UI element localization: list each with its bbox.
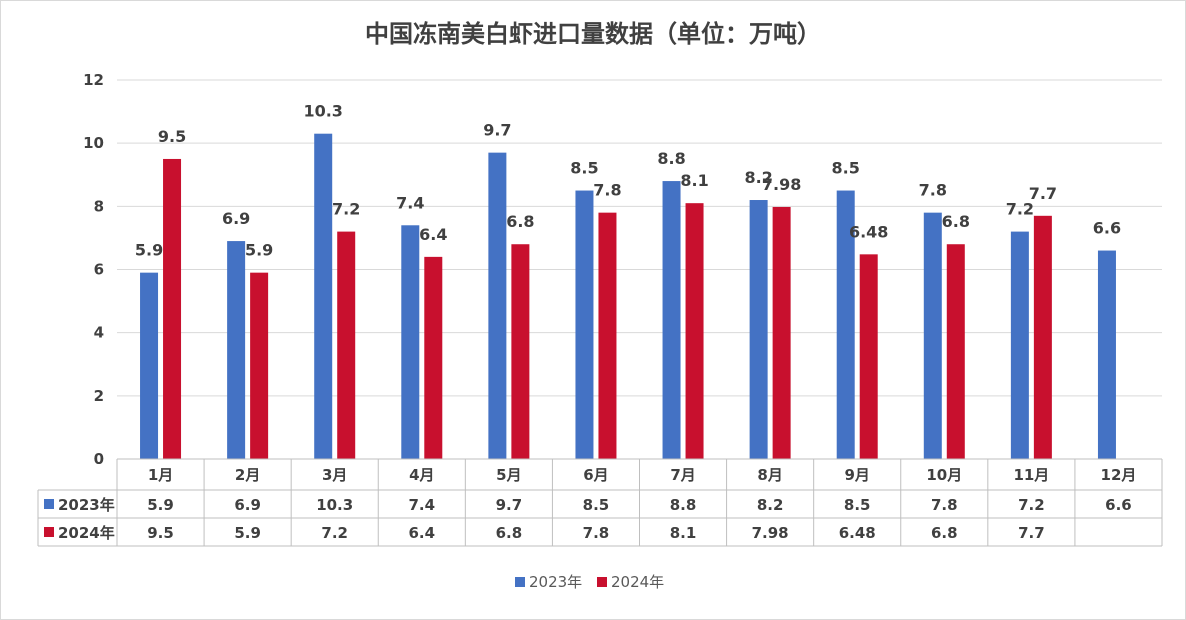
chart-title: 中国冻南美白虾进口量数据（单位：万吨） <box>365 20 821 48</box>
table-cell: 7.2 <box>1018 496 1045 514</box>
bar-2024-3 <box>337 231 356 459</box>
y-tick-label: 10 <box>83 134 104 152</box>
category-label: 6月 <box>583 466 608 484</box>
category-label: 1月 <box>148 466 173 484</box>
bar-2024-4 <box>424 256 443 459</box>
bar-2023-7 <box>662 181 681 460</box>
bar-2023-3 <box>314 133 333 460</box>
bar-2024-11 <box>1033 215 1052 459</box>
bar-2023-4 <box>401 225 420 459</box>
legend-label: 2023年 <box>529 573 582 591</box>
data-label: 7.2 <box>1006 200 1034 219</box>
table-cell: 7.7 <box>1018 524 1045 542</box>
table-cell: 7.8 <box>583 524 610 542</box>
bar-2023-9 <box>836 190 855 459</box>
data-label: 6.6 <box>1093 219 1121 238</box>
data-label: 6.4 <box>419 225 447 244</box>
bar-2024-8 <box>772 206 791 459</box>
data-label: 8.5 <box>570 159 598 178</box>
table-cell: 6.8 <box>496 524 523 542</box>
data-label: 5.9 <box>135 241 163 260</box>
data-label: 9.5 <box>158 127 186 146</box>
table-cell: 5.9 <box>147 496 174 514</box>
data-label: 8.2 <box>744 168 772 187</box>
table-cell: 6.8 <box>931 524 958 542</box>
bar-2023-8 <box>749 200 768 459</box>
data-label: 6.9 <box>222 209 250 228</box>
bar-2023-5 <box>488 152 507 459</box>
table-cell: 8.1 <box>670 524 697 542</box>
bar-2024-9 <box>859 254 878 459</box>
category-label: 4月 <box>409 466 434 484</box>
data-label: 7.4 <box>396 193 424 212</box>
legend-label: 2024年 <box>611 573 664 591</box>
category-label: 11月 <box>1013 466 1049 484</box>
bar-2023-6 <box>575 190 594 459</box>
data-label: 6.48 <box>849 222 888 241</box>
table-cell: 7.4 <box>409 496 436 514</box>
data-label: 8.1 <box>680 171 708 190</box>
y-tick-label: 2 <box>94 387 104 405</box>
category-label: 2月 <box>235 466 260 484</box>
table-cell: 6.48 <box>839 524 876 542</box>
bar-2023-10 <box>923 212 942 459</box>
data-label: 8.5 <box>832 159 860 178</box>
category-label: 3月 <box>322 466 347 484</box>
table-cell: 5.9 <box>234 524 261 542</box>
table-series-name: 2023年 <box>58 496 115 514</box>
table-cell: 7.8 <box>931 496 958 514</box>
table-cell: 8.5 <box>844 496 871 514</box>
bar-2024-10 <box>946 244 965 459</box>
bar-2023-2 <box>227 241 246 459</box>
bar-2024-7 <box>685 203 704 459</box>
bar-2024-5 <box>511 244 530 459</box>
data-label: 9.7 <box>483 121 511 140</box>
table-cell: 8.5 <box>583 496 610 514</box>
table-cell: 8.2 <box>757 496 784 514</box>
bar-2024-1 <box>163 158 182 460</box>
legend-swatch <box>597 577 607 587</box>
category-label: 9月 <box>844 466 869 484</box>
y-tick-label: 8 <box>94 197 104 215</box>
data-label: 6.8 <box>942 212 970 231</box>
table-cell: 6.4 <box>409 524 436 542</box>
table-cell: 7.98 <box>752 524 789 542</box>
category-label: 7月 <box>670 466 695 484</box>
data-label: 8.8 <box>657 149 685 168</box>
table-cell: 7.2 <box>321 524 348 542</box>
y-tick-label: 4 <box>94 324 104 342</box>
category-label: 10月 <box>926 466 962 484</box>
data-label: 7.8 <box>919 181 947 200</box>
data-label: 7.98 <box>762 175 801 194</box>
data-label: 6.8 <box>506 212 534 231</box>
y-tick-label: 12 <box>83 71 104 89</box>
table-cell: 10.3 <box>316 496 353 514</box>
table-cell: 6.9 <box>234 496 261 514</box>
table-legend-key <box>44 499 54 509</box>
bar-2023-1 <box>140 272 159 459</box>
data-label: 7.7 <box>1029 184 1057 203</box>
category-label: 8月 <box>757 466 782 484</box>
table-series-name: 2024年 <box>58 524 115 542</box>
table-cell: 9.5 <box>147 524 174 542</box>
bar-2023-12 <box>1097 250 1116 459</box>
y-tick-label: 6 <box>94 261 104 279</box>
table-cell: 9.7 <box>496 496 523 514</box>
data-label: 7.2 <box>332 200 360 219</box>
bar-2023-11 <box>1010 231 1029 459</box>
legend-swatch <box>515 577 525 587</box>
data-label: 5.9 <box>245 241 273 260</box>
table-cell: 8.8 <box>670 496 697 514</box>
category-label: 5月 <box>496 466 521 484</box>
table-legend-key <box>44 527 54 537</box>
bar-2024-6 <box>598 212 617 459</box>
category-label: 12月 <box>1101 466 1137 484</box>
data-label: 10.3 <box>303 102 342 121</box>
data-label: 7.8 <box>593 181 621 200</box>
y-tick-label: 0 <box>94 450 104 468</box>
table-cell: 6.6 <box>1105 496 1132 514</box>
bar-2024-2 <box>250 272 269 459</box>
